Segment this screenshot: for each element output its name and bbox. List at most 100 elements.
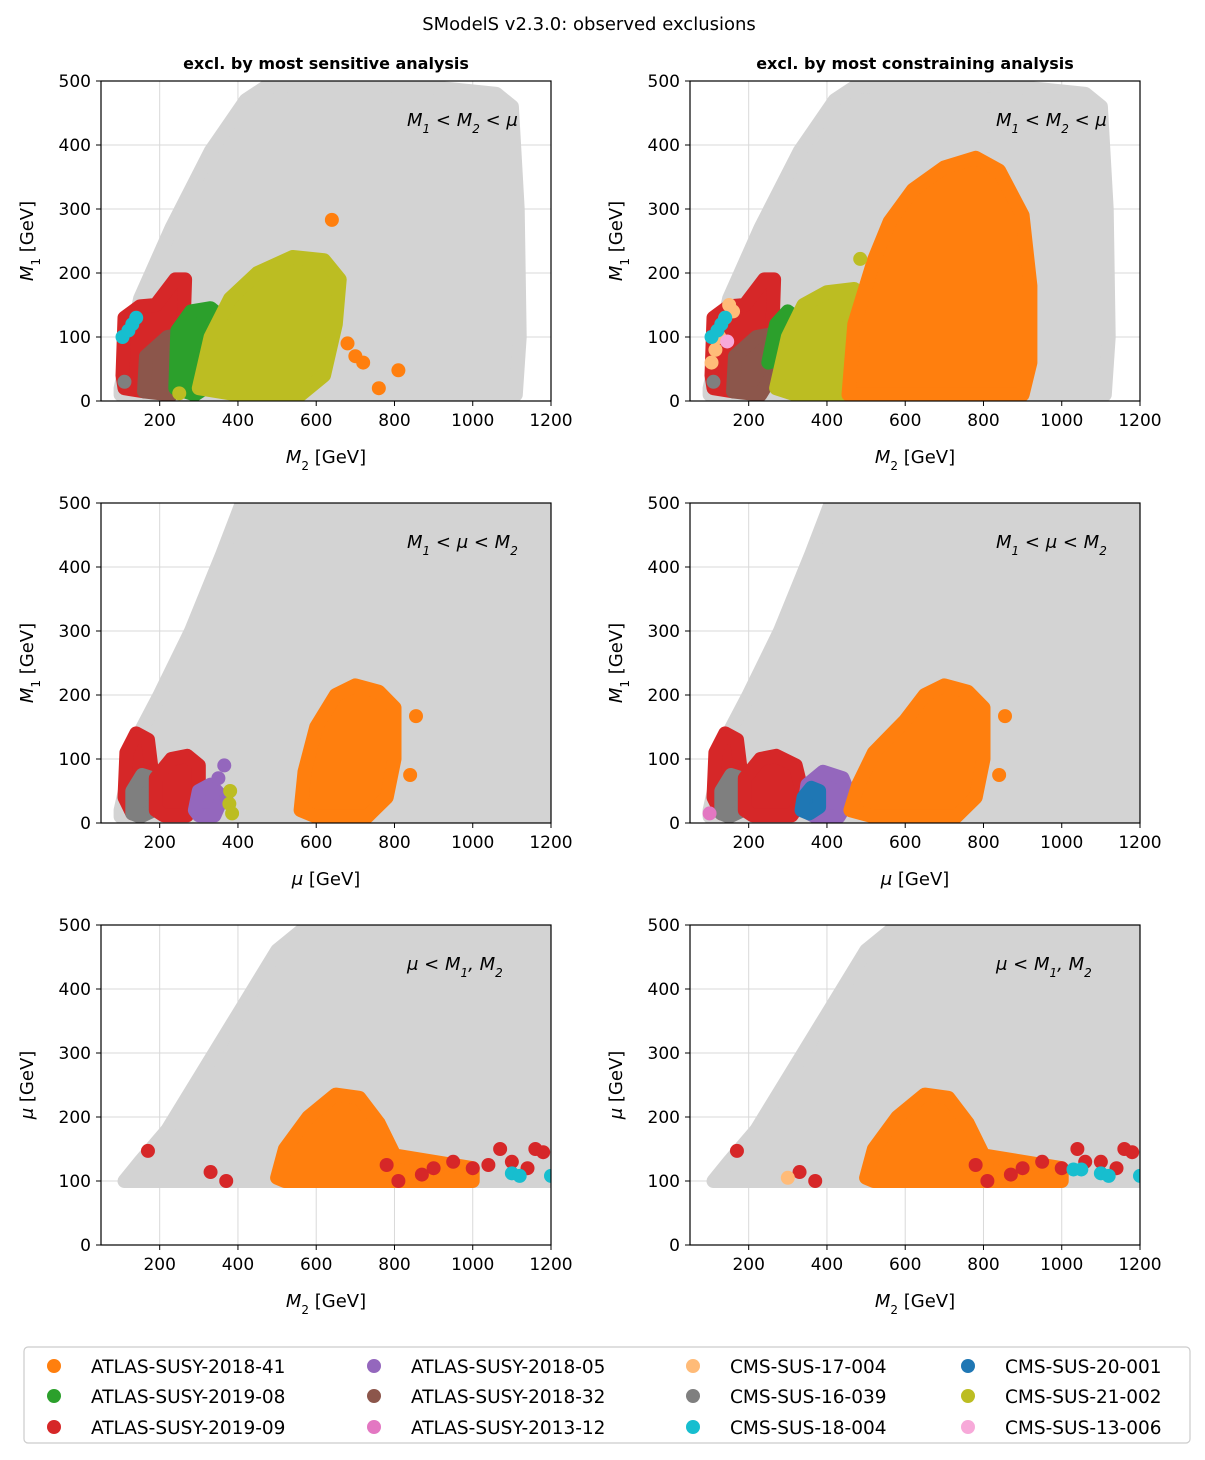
y-tick-label: 200 [59, 686, 91, 706]
scatter-point [1133, 1168, 1140, 1183]
legend-item: ATLAS-SUSY-2013-12 [367, 1418, 605, 1439]
x-tick-label: 1200 [529, 1255, 572, 1275]
scatter-point [391, 363, 406, 378]
axes-frame [100, 502, 552, 824]
y-tick-label: 0 [80, 392, 91, 412]
legend-marker [47, 1359, 61, 1373]
y-tick-label: 100 [648, 1172, 680, 1192]
scatter-point [720, 334, 735, 349]
y-tick-label: 300 [59, 200, 91, 220]
background-scan-points [706, 925, 1140, 1188]
x-tick-label: 1000 [1040, 1255, 1083, 1275]
axis-label: M2 [GeV] [286, 447, 366, 473]
legend-item: CMS-SUS-21-002 [961, 1387, 1162, 1408]
scatter-point [371, 381, 386, 396]
scatter-point [512, 1168, 527, 1183]
x-tick-label: 400 [811, 411, 843, 431]
x-tick-label: 1200 [529, 411, 572, 431]
scatter-point [414, 1167, 429, 1182]
scatter-point [446, 1154, 461, 1169]
scatter-point [340, 336, 355, 351]
x-tick-label: 200 [732, 1255, 764, 1275]
axis-label: M2 [GeV] [286, 1291, 366, 1317]
panel-1: 200 400 600 800 1000 1200 0 100 200 300 400 500 M2 [… [606, 54, 1162, 473]
legend: ATLAS-SUSY-2018-41 ATLAS-SUSY-2019-08 ATLA… [23, 1346, 1191, 1444]
excluded-region [843, 678, 991, 823]
scatter-point [1070, 1142, 1085, 1156]
x-tick-label: 600 [300, 1255, 332, 1275]
regime-label: μ < M1, M2 [406, 954, 503, 980]
scatter-point [504, 1154, 519, 1169]
scatter-point [718, 310, 733, 325]
axes-frame [100, 80, 552, 402]
y-tick-label: 300 [59, 622, 91, 642]
x-tick-label: 1000 [1040, 833, 1083, 853]
axis-label: μ [GeV] [17, 1051, 38, 1121]
x-tick-label: 800 [967, 833, 999, 853]
scatter-point [465, 1161, 480, 1176]
y-tick-label: 200 [648, 264, 680, 284]
x-tick-label: 600 [300, 833, 332, 853]
legend-marker [686, 1389, 700, 1403]
y-tick-label: 300 [648, 622, 680, 642]
plot-area [113, 503, 551, 823]
legend-item: CMS-SUS-16-039 [686, 1387, 887, 1408]
scatter-point [403, 768, 418, 782]
axis-label: M2 [GeV] [875, 1291, 955, 1317]
scatter-point [481, 1158, 496, 1172]
y-tick-label: 0 [80, 1236, 91, 1256]
axis-label: M1 [GeV] [17, 201, 43, 281]
y-tick-label: 500 [648, 916, 680, 936]
y-tick-label: 100 [59, 1172, 91, 1192]
x-tick-label: 400 [811, 833, 843, 853]
scatter-point [391, 1174, 406, 1188]
x-tick-label: 800 [378, 1255, 410, 1275]
scatter-point [1003, 1167, 1018, 1182]
y-tick-label: 0 [669, 1236, 680, 1256]
background-scan-points [117, 925, 551, 1188]
y-tick-label: 100 [59, 328, 91, 348]
figure-title: SModelS v2.3.0: observed exclusions [422, 14, 756, 35]
legend-label: ATLAS-SUSY-2018-05 [411, 1357, 605, 1378]
y-tick-label: 100 [59, 750, 91, 770]
x-tick-label: 1200 [1118, 833, 1161, 853]
legend-item: CMS-SUS-20-001 [961, 1357, 1162, 1378]
axis-label: M2 [GeV] [875, 447, 955, 473]
scatter-point [211, 771, 226, 786]
legend-label: ATLAS-SUSY-2018-41 [91, 1357, 285, 1378]
y-tick-label: 500 [59, 72, 91, 92]
scatter-point [409, 709, 423, 724]
legend-label: CMS-SUS-20-001 [1005, 1357, 1162, 1378]
y-tick-label: 400 [59, 136, 91, 156]
legend-marker [367, 1359, 381, 1373]
y-tick-label: 400 [648, 980, 680, 1000]
scatter-point [992, 768, 1007, 782]
x-tick-label: 1200 [529, 833, 572, 853]
x-tick-label: 400 [222, 1255, 254, 1275]
scatter-point [217, 758, 232, 773]
scatter-point [706, 374, 721, 389]
y-tick-label: 200 [59, 264, 91, 284]
x-tick-label: 200 [732, 833, 764, 853]
axes-frame [689, 924, 1141, 1246]
y-tick-label: 0 [669, 814, 680, 834]
x-tick-label: 800 [967, 411, 999, 431]
panel-0: 200 400 600 800 1000 1200 0 100 200 300 400 500 M2 [… [17, 54, 573, 473]
scatter-point [1093, 1154, 1108, 1169]
axis-label: μ [GeV] [880, 869, 950, 890]
legend-marker [961, 1389, 975, 1403]
legend-item: ATLAS-SUSY-2018-32 [367, 1387, 605, 1408]
panel-3: 200 400 600 800 1000 1200 0 100 200 300 400 500 μ [G… [606, 494, 1162, 890]
y-tick-label: 0 [80, 814, 91, 834]
legend-marker [686, 1359, 700, 1373]
panel-title: excl. by most sensitive analysis [183, 54, 469, 73]
regime-label: M1 < μ < M2 [996, 532, 1107, 558]
legend-item: ATLAS-SUSY-2019-09 [47, 1418, 285, 1439]
scatter-point [729, 1143, 744, 1158]
scatter-point [172, 386, 187, 401]
scatter-point [203, 1165, 218, 1180]
y-tick-label: 300 [648, 1044, 680, 1064]
legend-box [23, 1346, 1191, 1444]
panel-4: 200 400 600 800 1000 1200 0 100 200 300 400 500 M2 [… [17, 916, 573, 1317]
scatter-point [493, 1142, 508, 1156]
